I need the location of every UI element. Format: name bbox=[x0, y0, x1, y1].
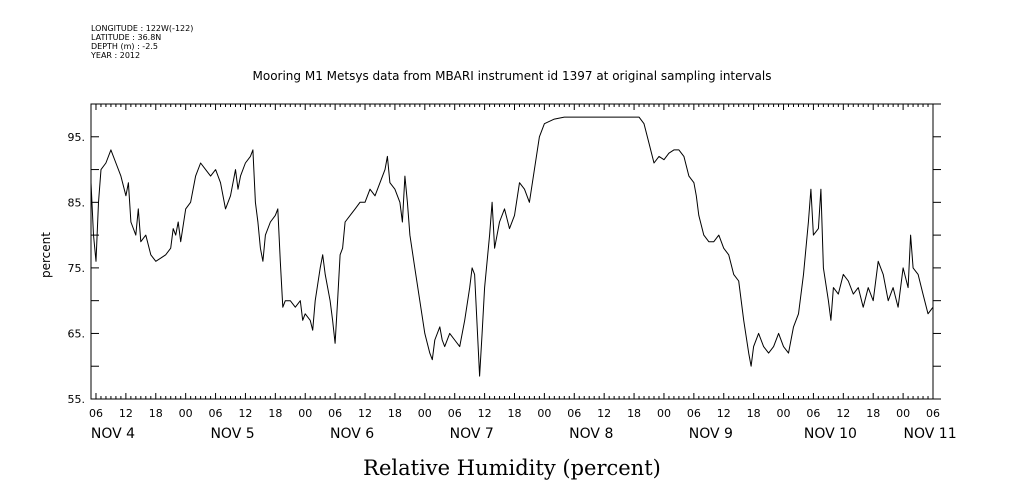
y-ticks bbox=[91, 103, 941, 400]
x-hour-label: 12 bbox=[478, 407, 492, 420]
x-day-label: NOV 9 bbox=[689, 426, 733, 442]
x-hour-label: 12 bbox=[717, 407, 731, 420]
x-day-label: NOV 11 bbox=[904, 426, 957, 442]
x-hour-label: 18 bbox=[747, 407, 761, 420]
x-hour-label: 18 bbox=[388, 407, 402, 420]
x-day-label: NOV 10 bbox=[804, 426, 857, 442]
meta-longitude: LONGITUDE : 122W(-122) bbox=[91, 24, 193, 33]
y-tick-label: 75. bbox=[68, 262, 86, 275]
x-axis-label: Relative Humidity (percent) bbox=[363, 456, 661, 480]
x-day-label: NOV 5 bbox=[210, 426, 254, 442]
y-tick-label: 95. bbox=[68, 131, 86, 144]
x-hour-label: 18 bbox=[149, 407, 163, 420]
x-hour-label: 12 bbox=[238, 407, 252, 420]
meta-depth: DEPTH (m) : -2.5 bbox=[91, 42, 158, 51]
x-hour-label: 06 bbox=[328, 407, 342, 420]
x-hour-label: 06 bbox=[687, 407, 701, 420]
meta-block: LONGITUDE : 122W(-122) LATITUDE : 36.8N … bbox=[90, 24, 193, 60]
series-layer bbox=[90, 116, 934, 377]
x-hour-label: 06 bbox=[806, 407, 820, 420]
series-line bbox=[90, 116, 934, 377]
y-tick-label: 85. bbox=[68, 196, 86, 209]
x-hour-label: 18 bbox=[627, 407, 641, 420]
x-hour-label: 06 bbox=[567, 407, 581, 420]
x-hour-label: 06 bbox=[926, 407, 940, 420]
x-hour-label: 00 bbox=[537, 407, 551, 420]
meta-latitude: LATITUDE : 36.8N bbox=[91, 33, 161, 42]
x-hour-label: 12 bbox=[836, 407, 850, 420]
x-hour-label: 00 bbox=[418, 407, 432, 420]
x-ticks bbox=[90, 104, 934, 399]
x-day-label: NOV 4 bbox=[91, 426, 135, 442]
plot-frame bbox=[90, 103, 934, 400]
x-hour-label: 06 bbox=[209, 407, 223, 420]
x-day-label: NOV 8 bbox=[569, 426, 613, 442]
x-day-label: NOV 6 bbox=[330, 426, 374, 442]
x-hour-label: 18 bbox=[268, 407, 282, 420]
x-day-label: NOV 7 bbox=[450, 426, 494, 442]
x-hour-label: 00 bbox=[896, 407, 910, 420]
x-hour-label: 12 bbox=[119, 407, 133, 420]
x-tick-labels: 06 12 18 00 06 12 18 00 06 12 18 00 06 12 18 00 06 12 18 00… bbox=[89, 407, 957, 442]
x-hour-label: 12 bbox=[358, 407, 372, 420]
y-tick-label: 55. bbox=[68, 393, 86, 406]
x-hour-label: 18 bbox=[507, 407, 521, 420]
x-hour-label: 06 bbox=[89, 407, 103, 420]
y-axis-label: percent bbox=[39, 232, 53, 278]
meta-year: YEAR : 2012 bbox=[90, 51, 140, 60]
y-tick-labels: 55. 65. 75. 85. 95. bbox=[68, 131, 86, 406]
x-hour-label: 00 bbox=[298, 407, 312, 420]
x-hour-label: 00 bbox=[179, 407, 193, 420]
x-hour-label: 06 bbox=[448, 407, 462, 420]
y-tick-label: 65. bbox=[68, 327, 86, 340]
x-hour-label: 00 bbox=[777, 407, 791, 420]
chart-title: Mooring M1 Metsys data from MBARI instru… bbox=[253, 69, 772, 83]
x-hour-label: 00 bbox=[657, 407, 671, 420]
x-hour-label: 18 bbox=[866, 407, 880, 420]
x-hour-label: 12 bbox=[597, 407, 611, 420]
